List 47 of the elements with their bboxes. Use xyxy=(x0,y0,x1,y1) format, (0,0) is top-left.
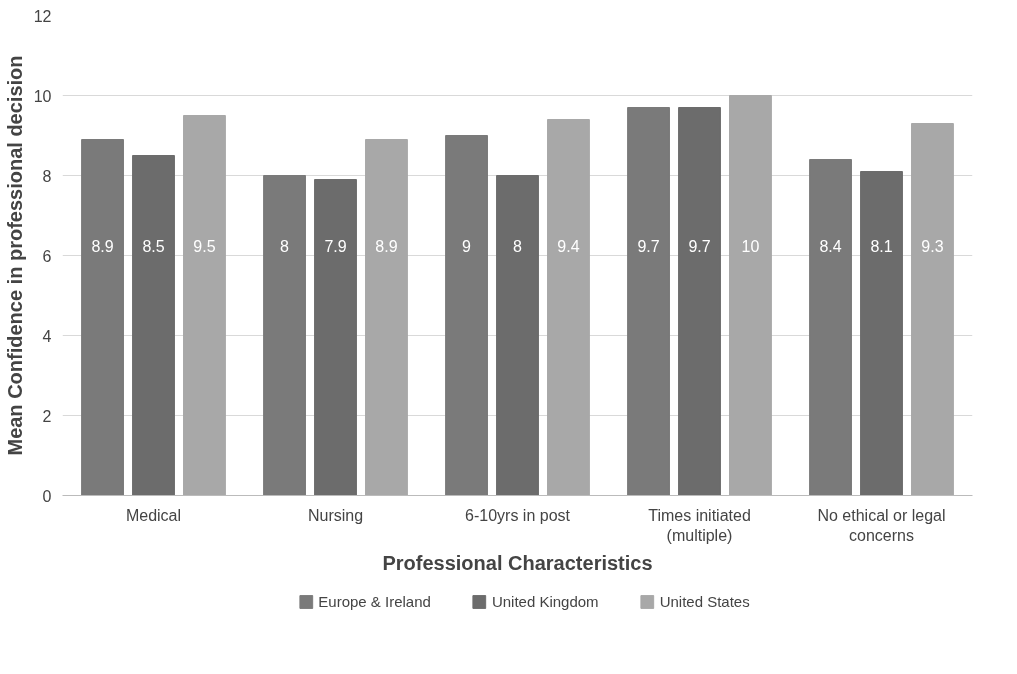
data-label: 9.3 xyxy=(921,237,944,255)
data-label: 9.4 xyxy=(557,237,580,255)
bar xyxy=(263,175,306,496)
bar xyxy=(81,139,124,496)
y-tick-label: 8 xyxy=(42,167,52,185)
x-axis-title: Professional Characteristics xyxy=(382,551,653,574)
data-label: 10 xyxy=(741,237,760,255)
data-label: 8.5 xyxy=(142,237,165,255)
data-label: 9.7 xyxy=(688,237,711,255)
x-tick-label: Medical xyxy=(125,506,182,524)
bar xyxy=(911,123,954,496)
data-label: 8 xyxy=(280,237,290,255)
data-label: 9.7 xyxy=(637,237,660,255)
bar xyxy=(365,139,408,496)
data-label: 8 xyxy=(513,237,523,255)
bar xyxy=(132,155,175,496)
y-tick-label: 4 xyxy=(42,327,52,345)
bar xyxy=(445,135,488,496)
y-tick-label: 10 xyxy=(33,87,52,105)
legend-label: Europe & Ireland xyxy=(318,592,431,610)
y-tick-label: 6 xyxy=(42,247,52,265)
bar xyxy=(729,95,772,496)
x-tick-label: Nursing xyxy=(307,506,364,524)
x-tick-label: Times initiated (multiple) xyxy=(648,506,751,544)
legend-label: United States xyxy=(659,592,750,610)
data-label: 8.4 xyxy=(819,237,842,255)
data-label: 8.9 xyxy=(91,237,114,255)
y-tick-label: 0 xyxy=(42,487,52,505)
bar xyxy=(496,175,539,496)
data-label: 8.9 xyxy=(375,237,398,255)
bar xyxy=(627,107,670,496)
bar xyxy=(860,171,903,496)
x-tick-label: No ethical or legal concerns xyxy=(817,506,946,544)
y-tick-label: 12 xyxy=(33,7,52,25)
bar xyxy=(547,119,590,496)
legend-label: United Kingdom xyxy=(491,592,599,610)
bar xyxy=(809,159,852,496)
data-label: 9 xyxy=(462,237,472,255)
bar xyxy=(183,115,226,496)
data-label: 9.5 xyxy=(193,237,216,255)
bar xyxy=(678,107,721,496)
bar xyxy=(314,179,357,496)
y-axis-title: Mean Confidence in professional decision xyxy=(3,55,26,456)
data-label: 7.9 xyxy=(324,237,347,255)
x-tick-label: 6-10yrs in post xyxy=(465,506,571,524)
data-label: 8.1 xyxy=(870,237,893,255)
y-tick-label: 2 xyxy=(42,407,52,425)
